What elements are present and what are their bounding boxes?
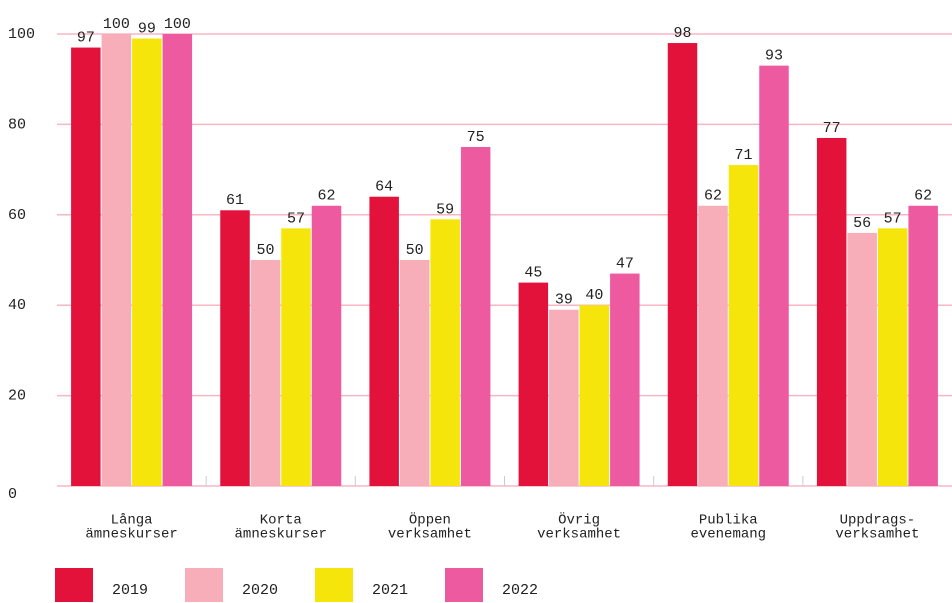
- value-label: 98: [673, 25, 691, 42]
- value-label: 64: [375, 179, 393, 196]
- value-label: 62: [317, 188, 335, 205]
- bar: [728, 165, 759, 486]
- x-tick-label: ämneskurser: [85, 527, 177, 543]
- legend-label: 2022: [502, 582, 538, 599]
- legend-swatch: [55, 568, 93, 602]
- bar: [101, 34, 132, 486]
- bar: [220, 210, 250, 486]
- x-tick-label: Korta: [260, 513, 302, 529]
- value-label: 100: [164, 16, 191, 33]
- bar: [311, 205, 342, 486]
- value-label: 75: [467, 129, 485, 146]
- legend-label: 2019: [112, 582, 148, 599]
- value-label: 56: [853, 215, 871, 232]
- legend-swatch: [445, 568, 483, 602]
- value-label: 40: [585, 287, 603, 304]
- value-label: 71: [734, 147, 752, 164]
- value-label: 99: [138, 20, 156, 37]
- bar: [250, 260, 281, 486]
- bar: [518, 282, 549, 486]
- legend-label: 2021: [372, 582, 408, 599]
- bar: [667, 43, 698, 486]
- bar: [399, 260, 430, 486]
- bar: [847, 232, 877, 486]
- x-tick-label: verksamhet: [835, 527, 919, 543]
- y-tick-label: 80: [8, 116, 26, 133]
- x-tick-label: evenemang: [690, 527, 766, 543]
- bar: [908, 205, 938, 486]
- value-label: 93: [765, 48, 783, 65]
- value-label: 47: [616, 256, 634, 273]
- legend-swatch: [185, 568, 223, 602]
- x-tick-label: Övrig: [558, 511, 600, 529]
- value-label: 50: [256, 242, 274, 259]
- legend-swatch: [315, 568, 353, 602]
- bar: [816, 137, 847, 486]
- y-tick-label: 100: [8, 26, 35, 43]
- value-label: 45: [524, 265, 542, 282]
- bar: [132, 38, 162, 487]
- bar: [759, 65, 789, 486]
- value-label: 77: [823, 120, 841, 137]
- bar: [430, 219, 460, 486]
- value-label: 61: [226, 192, 244, 209]
- y-tick-label: 40: [8, 297, 26, 314]
- value-label: 39: [555, 292, 573, 309]
- value-label: 97: [77, 30, 95, 47]
- value-label: 59: [436, 201, 454, 218]
- legend-label: 2020: [242, 582, 278, 599]
- value-label: 62: [704, 188, 722, 205]
- x-tick-label: ämneskurser: [235, 527, 327, 543]
- bar: [579, 305, 610, 486]
- x-tick-label: verksamhet: [537, 527, 621, 543]
- bar: [549, 309, 579, 486]
- bar: [162, 34, 193, 486]
- bar: [698, 205, 728, 486]
- x-tick-label: Långa: [111, 513, 153, 529]
- y-tick-label: 20: [8, 388, 26, 405]
- bar: [369, 196, 399, 486]
- bar: [610, 273, 640, 486]
- value-label: 100: [103, 16, 130, 33]
- x-tick-label: verksamhet: [388, 527, 472, 543]
- y-tick-label: 60: [8, 207, 26, 224]
- bar: [281, 228, 311, 487]
- value-label: 62: [914, 188, 932, 205]
- value-label: 57: [287, 210, 305, 227]
- value-label: 50: [406, 242, 424, 259]
- x-tick-label: Publika: [699, 513, 758, 529]
- y-tick-label: 0: [8, 486, 17, 503]
- bar: [877, 228, 908, 487]
- bar: [460, 147, 491, 486]
- x-tick-label: Uppdrags-: [840, 513, 916, 529]
- bar: [71, 47, 101, 487]
- value-label: 57: [884, 210, 902, 227]
- x-tick-label: Öppen: [409, 511, 451, 529]
